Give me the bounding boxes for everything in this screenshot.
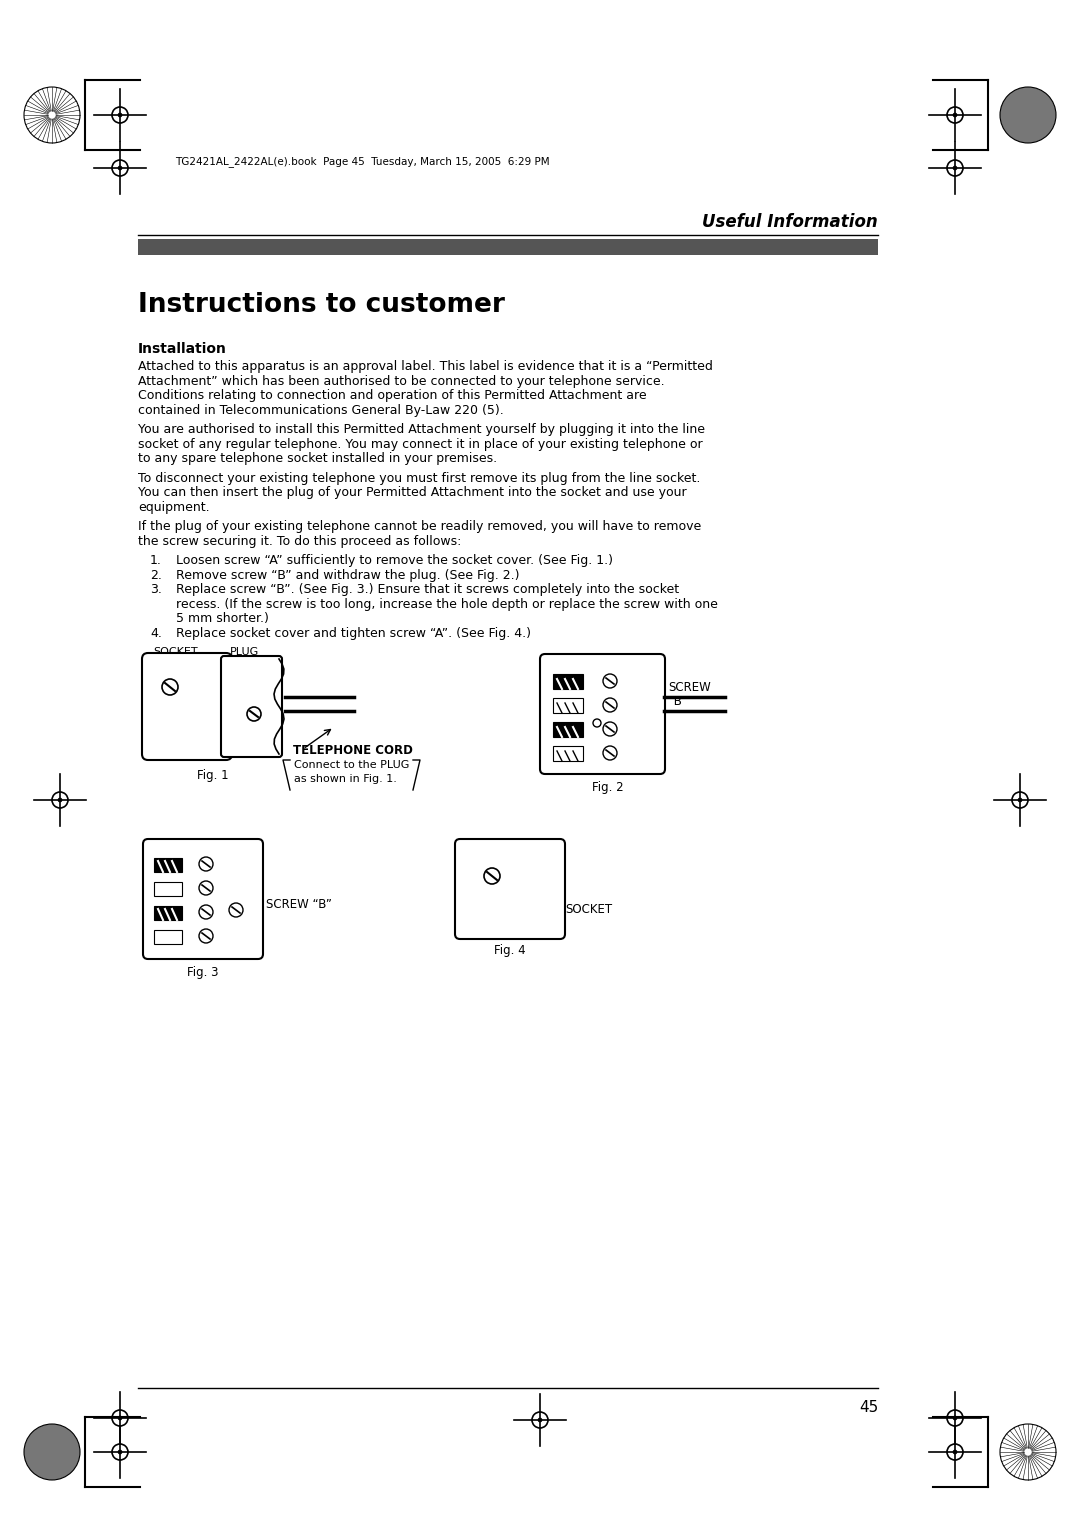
Text: Connect to the PLUG: Connect to the PLUG: [294, 759, 409, 770]
Circle shape: [24, 1424, 80, 1481]
Bar: [553, 674, 583, 689]
Text: TG2421AL_2422AL(e).book  Page 45  Tuesday, March 15, 2005  6:29 PM: TG2421AL_2422AL(e).book Page 45 Tuesday,…: [175, 156, 550, 168]
Text: Instructions to customer: Instructions to customer: [138, 292, 504, 318]
Circle shape: [603, 674, 617, 688]
Circle shape: [247, 707, 261, 721]
Text: recess. (If the screw is too long, increase the hole depth or replace the screw : recess. (If the screw is too long, incre…: [176, 597, 718, 611]
Circle shape: [162, 678, 178, 695]
Text: SCREW “B”: SCREW “B”: [266, 897, 332, 911]
Circle shape: [593, 720, 600, 727]
Bar: [553, 723, 583, 736]
Text: contained in Telecommunications General By-Law 220 (5).: contained in Telecommunications General …: [138, 403, 503, 417]
Bar: [553, 698, 583, 714]
Circle shape: [953, 113, 957, 118]
FancyBboxPatch shape: [143, 839, 264, 960]
Circle shape: [118, 113, 122, 118]
Text: Fig. 3: Fig. 3: [187, 966, 219, 979]
Text: socket of any regular telephone. You may connect it in place of your existing te: socket of any regular telephone. You may…: [138, 437, 703, 451]
Circle shape: [118, 167, 122, 170]
Text: If the plug of your existing telephone cannot be readily removed, you will have : If the plug of your existing telephone c…: [138, 520, 701, 533]
Text: You can then insert the plug of your Permitted Attachment into the socket and us: You can then insert the plug of your Per…: [138, 486, 687, 500]
Text: To disconnect your existing telephone you must first remove its plug from the li: To disconnect your existing telephone yo…: [138, 472, 700, 484]
Text: SCREW: SCREW: [669, 681, 711, 694]
Text: 4.: 4.: [150, 626, 162, 640]
FancyBboxPatch shape: [455, 839, 565, 940]
Text: Replace screw “B”. (See Fig. 3.) Ensure that it screws completely into the socke: Replace screw “B”. (See Fig. 3.) Ensure …: [176, 584, 679, 596]
Text: SOCKET: SOCKET: [153, 646, 198, 657]
Text: Remove screw “B” and withdraw the plug. (See Fig. 2.): Remove screw “B” and withdraw the plug. …: [176, 568, 519, 582]
Text: SCREW “A”: SCREW “A”: [146, 695, 206, 706]
Circle shape: [484, 868, 500, 885]
Circle shape: [953, 167, 957, 170]
Text: “B”: “B”: [669, 695, 687, 707]
Circle shape: [953, 1416, 957, 1420]
Text: Replace socket cover and tighten screw “A”. (See Fig. 4.): Replace socket cover and tighten screw “…: [176, 626, 531, 640]
Text: 5 mm shorter.): 5 mm shorter.): [176, 613, 269, 625]
Text: the screw securing it. To do this proceed as follows:: the screw securing it. To do this procee…: [138, 535, 461, 547]
Circle shape: [538, 1418, 542, 1423]
Text: 1.: 1.: [150, 555, 162, 567]
Text: You are authorised to install this Permitted Attachment yourself by plugging it : You are authorised to install this Permi…: [138, 423, 705, 435]
Circle shape: [603, 746, 617, 759]
Text: Fig. 1: Fig. 1: [198, 769, 229, 782]
Text: SCREW “A”: SCREW “A”: [455, 850, 518, 862]
Circle shape: [199, 857, 213, 871]
Bar: [138, 238, 878, 255]
Circle shape: [1000, 1424, 1056, 1481]
Text: 3.: 3.: [150, 584, 162, 596]
Circle shape: [1000, 87, 1056, 144]
Circle shape: [229, 903, 243, 917]
Text: Fig. 2: Fig. 2: [592, 781, 623, 795]
Circle shape: [58, 798, 62, 802]
Bar: [553, 746, 583, 761]
Circle shape: [199, 905, 213, 918]
Text: PLUG: PLUG: [230, 646, 259, 657]
Circle shape: [199, 882, 213, 895]
Bar: [154, 906, 183, 920]
Bar: [154, 882, 183, 895]
Circle shape: [603, 698, 617, 712]
Circle shape: [24, 87, 80, 144]
FancyBboxPatch shape: [141, 652, 232, 759]
Text: Conditions relating to connection and operation of this Permitted Attachment are: Conditions relating to connection and op…: [138, 390, 647, 402]
Circle shape: [953, 1450, 957, 1455]
FancyBboxPatch shape: [221, 656, 282, 756]
Text: equipment.: equipment.: [138, 501, 210, 513]
Text: as shown in Fig. 1.: as shown in Fig. 1.: [294, 775, 396, 784]
Circle shape: [199, 929, 213, 943]
Text: Loosen screw “A” sufficiently to remove the socket cover. (See Fig. 1.): Loosen screw “A” sufficiently to remove …: [176, 555, 613, 567]
Text: Attachment” which has been authorised to be connected to your telephone service.: Attachment” which has been authorised to…: [138, 374, 664, 388]
Text: Fig. 4: Fig. 4: [495, 944, 526, 957]
Text: to any spare telephone socket installed in your premises.: to any spare telephone socket installed …: [138, 452, 497, 465]
Circle shape: [603, 723, 617, 736]
Text: Useful Information: Useful Information: [702, 212, 878, 231]
Text: 2.: 2.: [150, 568, 162, 582]
FancyBboxPatch shape: [540, 654, 665, 775]
Text: SOCKET: SOCKET: [565, 903, 612, 915]
Circle shape: [1018, 798, 1022, 802]
Text: Attached to this apparatus is an approval label. This label is evidence that it : Attached to this apparatus is an approva…: [138, 361, 713, 373]
Text: 45: 45: [859, 1400, 878, 1415]
Bar: [154, 859, 183, 872]
Text: TELEPHONE CORD: TELEPHONE CORD: [293, 744, 413, 756]
Circle shape: [118, 1450, 122, 1455]
Bar: [154, 931, 183, 944]
Circle shape: [118, 1416, 122, 1420]
Text: Installation: Installation: [138, 342, 227, 356]
